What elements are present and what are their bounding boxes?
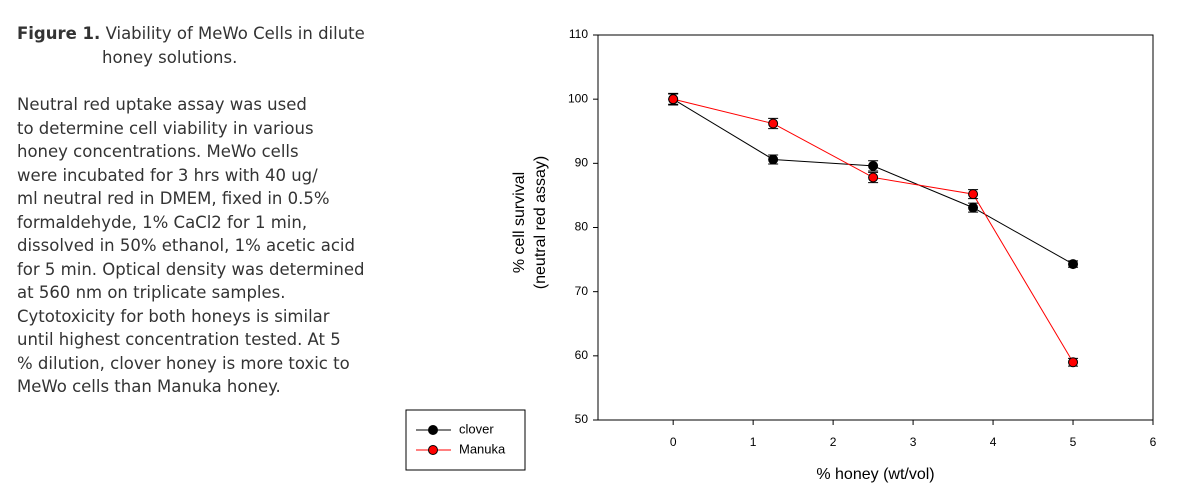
caption-text: to determine cell viability in various — [17, 118, 314, 138]
caption-text: were incubated for 3 hrs with 40 ug/ — [17, 165, 318, 185]
data-point — [768, 154, 779, 165]
data-point — [768, 118, 779, 129]
data-point — [1068, 259, 1079, 270]
caption-head: Figure 1. Viability of MeWo Cells in dil… — [17, 22, 387, 69]
x-tick-label: 5 — [1070, 435, 1077, 449]
data-point — [1068, 357, 1079, 368]
caption-text: MeWo cells than Manuka honey. — [17, 377, 281, 396]
legend-marker — [428, 445, 438, 455]
y-axis-label: % cell survival — [511, 172, 528, 273]
caption-text: Neutral red uptake assay was used — [17, 95, 307, 114]
caption-text: at 560 nm on triplicate samples. — [17, 283, 286, 302]
caption-text: for 5 min. Optical density was determine… — [17, 259, 365, 279]
data-point — [968, 189, 979, 200]
x-tick-label: 1 — [750, 435, 757, 449]
x-tick-label: 3 — [910, 435, 917, 449]
caption: Figure 1. Viability of MeWo Cells in dil… — [17, 22, 387, 399]
y-axis-label: (neutral red assay) — [532, 156, 549, 289]
x-tick-label: 4 — [990, 435, 997, 449]
legend-box — [405, 409, 526, 471]
legend-marker — [428, 425, 438, 435]
caption-text: dissolved in 50% ethanol, 1% acetic acid — [17, 236, 355, 255]
data-point — [668, 94, 679, 105]
data-point — [968, 202, 979, 213]
y-tick-label: 80 — [575, 220, 589, 234]
caption-text: until highest concentration tested. At 5 — [17, 330, 341, 349]
x-tick-label: 6 — [1150, 435, 1157, 449]
caption-line: Figure 1. Viability of MeWo Cells in dil… — [17, 22, 387, 46]
figure-title: honey solutions. — [102, 47, 238, 67]
x-tick-label: 0 — [670, 435, 677, 449]
caption-text: Cytotoxicity for both honeys is similar — [17, 306, 330, 326]
data-point — [868, 172, 879, 183]
y-tick-label: 110 — [569, 27, 588, 41]
y-tick-label: 60 — [575, 348, 589, 362]
caption-text: honey concentrations. MeWo cells — [17, 142, 299, 161]
legend-label: Manuka — [459, 441, 506, 456]
y-tick-label: 50 — [575, 412, 589, 426]
y-tick-label: 90 — [575, 156, 589, 170]
caption-text: formaldehyde, 1% CaCl2 for 1 min, — [17, 212, 308, 232]
x-tick-label: 2 — [830, 435, 837, 449]
legend-label: clover — [459, 421, 494, 436]
figure-label: Figure 1. — [17, 24, 101, 43]
caption-text: % dilution, clover honey is more toxic t… — [17, 353, 350, 373]
x-axis-label: % honey (wt/vol) — [816, 466, 934, 483]
caption-text: ml neutral red in DMEM, fixed in 0.5% — [17, 189, 330, 208]
figure-title: Viability of MeWo Cells in dilute — [105, 24, 365, 43]
data-point — [868, 160, 879, 171]
caption-body: Neutral red uptake assay was used to dete… — [17, 93, 387, 399]
y-tick-label: 100 — [568, 91, 588, 105]
y-tick-label: 70 — [575, 284, 589, 298]
